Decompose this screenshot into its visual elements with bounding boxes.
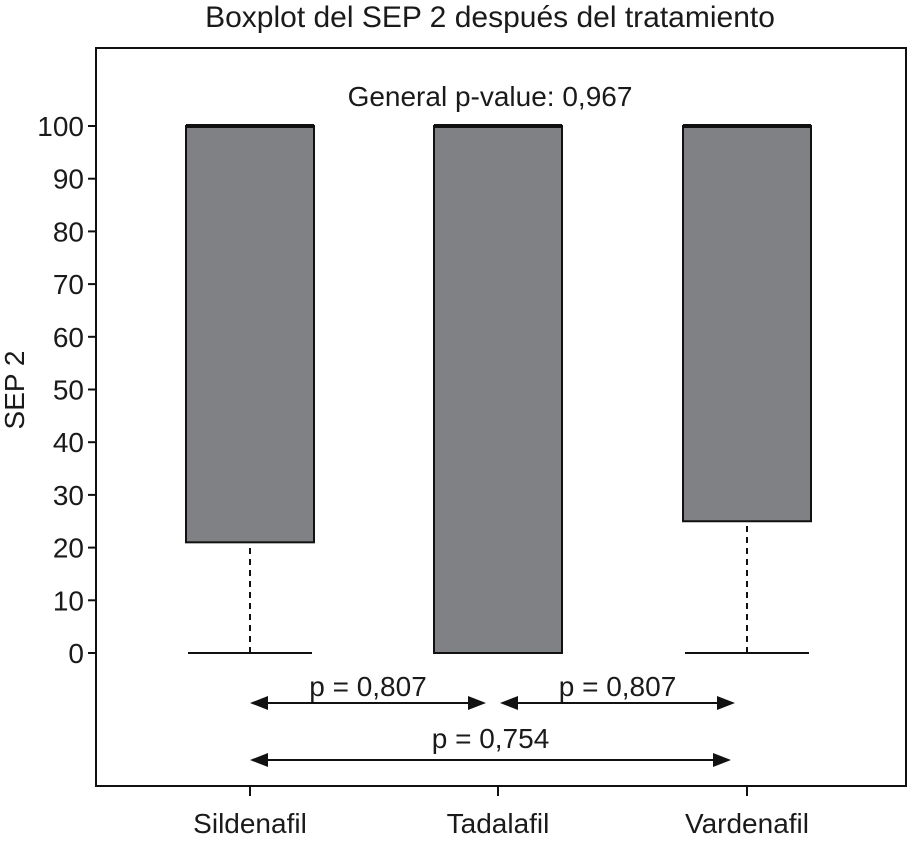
x-tick-label: Sildenafil xyxy=(193,808,307,839)
y-tick-label: 70 xyxy=(53,269,84,300)
arrow-head-left xyxy=(250,696,268,710)
comparison-arrow: p = 0,754 xyxy=(250,723,731,767)
y-tick-label: 60 xyxy=(53,322,84,353)
box-sildenafil xyxy=(185,124,315,654)
y-tick-label: 90 xyxy=(53,164,84,195)
x-axis: Sildenafil Tadalafil Vardenafil xyxy=(193,786,809,839)
box-vardenafil xyxy=(682,124,812,654)
y-tick-label: 30 xyxy=(53,480,84,511)
y-axis: 0 10 20 30 40 50 60 70 80 90 100 xyxy=(37,111,96,669)
arrow-head-right xyxy=(713,753,731,767)
comparison-arrow: p = 0,807 xyxy=(500,671,735,710)
comparison-arrow: p = 0,807 xyxy=(250,671,486,710)
y-tick-label: 20 xyxy=(53,533,84,564)
y-tick-label: 10 xyxy=(53,585,84,616)
plot-frame xyxy=(95,47,907,787)
boxes-group xyxy=(185,124,812,654)
y-tick-label: 50 xyxy=(53,375,84,406)
x-tick-label: Vardenafil xyxy=(685,808,809,839)
arrow-head-left xyxy=(250,753,268,767)
y-tick-label: 80 xyxy=(53,216,84,247)
chart-title: Boxplot del SEP 2 después del tratamient… xyxy=(205,1,775,34)
comparison-pvalue-label: p = 0,754 xyxy=(432,723,550,754)
y-tick-label: 100 xyxy=(37,111,84,142)
general-pvalue-label: General p-value: 0,967 xyxy=(348,81,633,112)
iqr-box xyxy=(682,125,812,523)
comparison-pvalue-label: p = 0,807 xyxy=(309,671,427,702)
arrow-head-right xyxy=(717,696,735,710)
y-tick-label: 40 xyxy=(53,427,84,458)
box-tadalafil xyxy=(433,124,563,654)
y-tick-label: 0 xyxy=(68,638,84,669)
x-tick-label: Tadalafil xyxy=(447,808,550,839)
comparison-pvalue-label: p = 0,807 xyxy=(559,671,677,702)
y-axis-label: SEP 2 xyxy=(0,351,30,430)
arrow-head-left xyxy=(500,696,518,710)
iqr-box xyxy=(185,125,315,544)
iqr-box xyxy=(433,125,563,654)
arrow-head-right xyxy=(468,696,486,710)
